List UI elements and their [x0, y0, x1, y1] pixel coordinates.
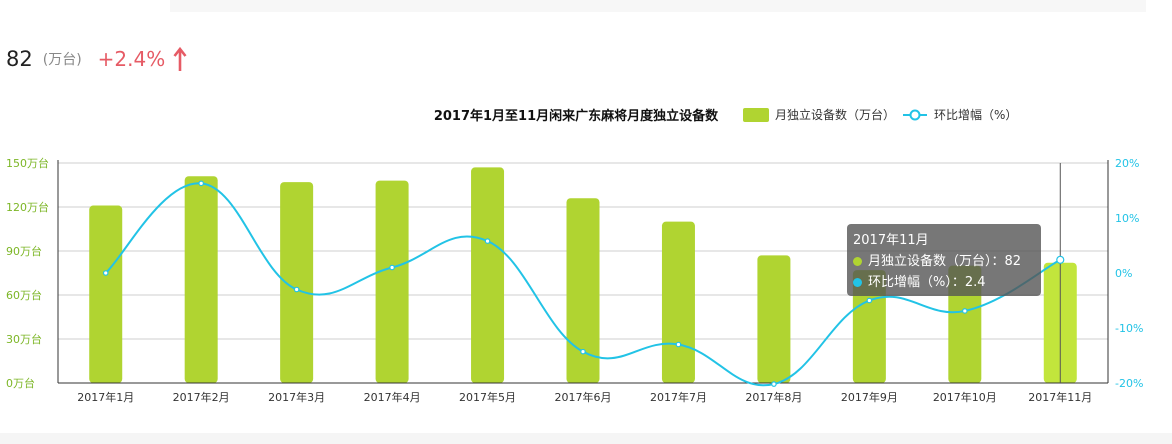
- line-point: [293, 286, 300, 293]
- x-axis-tick-label: 2017年2月: [173, 390, 230, 404]
- bar: [375, 180, 409, 383]
- line-point: [771, 381, 777, 387]
- summary-change: +2.4%: [97, 47, 166, 71]
- x-axis-tick-label: 2017年8月: [745, 390, 802, 404]
- line-point: [866, 297, 873, 304]
- summary-unit: (万台): [42, 52, 82, 68]
- up-arrow-icon: [173, 46, 187, 72]
- x-axis-tick-label: 2017年11月: [1028, 390, 1092, 404]
- summary-value: 82: [6, 47, 33, 71]
- left-axis-tick-label: 30万台: [6, 332, 42, 346]
- right-axis-tick-label: 20%: [1115, 157, 1139, 170]
- bar: [280, 182, 314, 383]
- left-axis-tick-label: 60万台: [6, 288, 42, 302]
- right-axis-tick-label: 10%: [1115, 212, 1139, 225]
- x-axis-tick-label: 2017年7月: [650, 390, 707, 404]
- tooltip-bar-dot: [853, 257, 862, 266]
- x-axis-tick-label: 2017年3月: [268, 390, 325, 404]
- legend-line-label: 环比增幅（%）: [934, 107, 1017, 122]
- line-point: [675, 341, 682, 348]
- line-point: [102, 270, 109, 276]
- bar: [566, 198, 600, 383]
- x-axis-tick-label: 2017年4月: [364, 390, 421, 404]
- line-point: [1056, 255, 1065, 264]
- line-point: [484, 238, 491, 244]
- tooltip-bar-value: 月独立设备数（万台）：82: [868, 254, 1022, 269]
- x-axis-tick-label: 2017年10月: [933, 390, 997, 404]
- line-point: [962, 308, 968, 314]
- left-axis-tick-label: 120万台: [6, 200, 49, 214]
- tooltip-line-row: 环比增幅（%）：2.4: [853, 272, 1035, 293]
- right-axis-tick-label: -10%: [1115, 322, 1143, 335]
- x-axis-tick-label: 2017年5月: [459, 390, 516, 404]
- left-axis-tick-label: 0万台: [6, 376, 35, 390]
- summary-bar: 82 (万台) +2.4%: [6, 42, 187, 76]
- left-axis-tick-label: 150万台: [6, 156, 49, 170]
- tooltip-bar-row: 月独立设备数（万台）：82: [853, 251, 1035, 272]
- x-axis-tick-label: 2017年9月: [841, 390, 898, 404]
- right-axis-tick-label: 0%: [1115, 267, 1132, 280]
- line-point: [389, 264, 395, 271]
- x-axis-tick-label: 2017年6月: [555, 390, 612, 404]
- bar: [661, 221, 695, 383]
- bar: [471, 167, 505, 383]
- top-divider-band: [170, 0, 1146, 12]
- bars: [89, 167, 1077, 383]
- bar: [757, 255, 791, 383]
- line-series: [102, 180, 1065, 387]
- bottom-divider-band: [0, 433, 1172, 444]
- line-point: [580, 348, 586, 355]
- left-axis-tick-label: 90万台: [6, 244, 42, 258]
- tooltip-line-value: 环比增幅（%）：2.4: [868, 275, 986, 290]
- line-series-path: [105, 182, 1061, 387]
- line-point: [198, 180, 204, 187]
- legend-line-marker: [909, 109, 921, 121]
- legend-bar-swatch: [743, 108, 769, 122]
- tooltip-line-dot: [853, 278, 862, 287]
- legend-bar-label: 月独立设备数（万台）: [775, 107, 895, 122]
- legend[interactable]: 月独立设备数（万台） 环比增幅（%）: [743, 107, 1017, 122]
- tooltip-title: 2017年11月: [853, 233, 929, 248]
- right-axis-tick-label: -20%: [1115, 377, 1143, 390]
- bar: [89, 205, 123, 383]
- chart-title: 2017年1月至11月闲来广东麻将月度独立设备数: [434, 108, 719, 124]
- x-axis-tick-label: 2017年1月: [77, 390, 134, 404]
- chart-tooltip: 2017年11月 月独立设备数（万台）：82 环比增幅（%）：2.4: [847, 224, 1041, 296]
- axes: 0万台 30万台 60万台 90万台 120万台 150万台 -20% -10% 0% 10% 20…: [6, 156, 1143, 404]
- bar: [184, 176, 218, 383]
